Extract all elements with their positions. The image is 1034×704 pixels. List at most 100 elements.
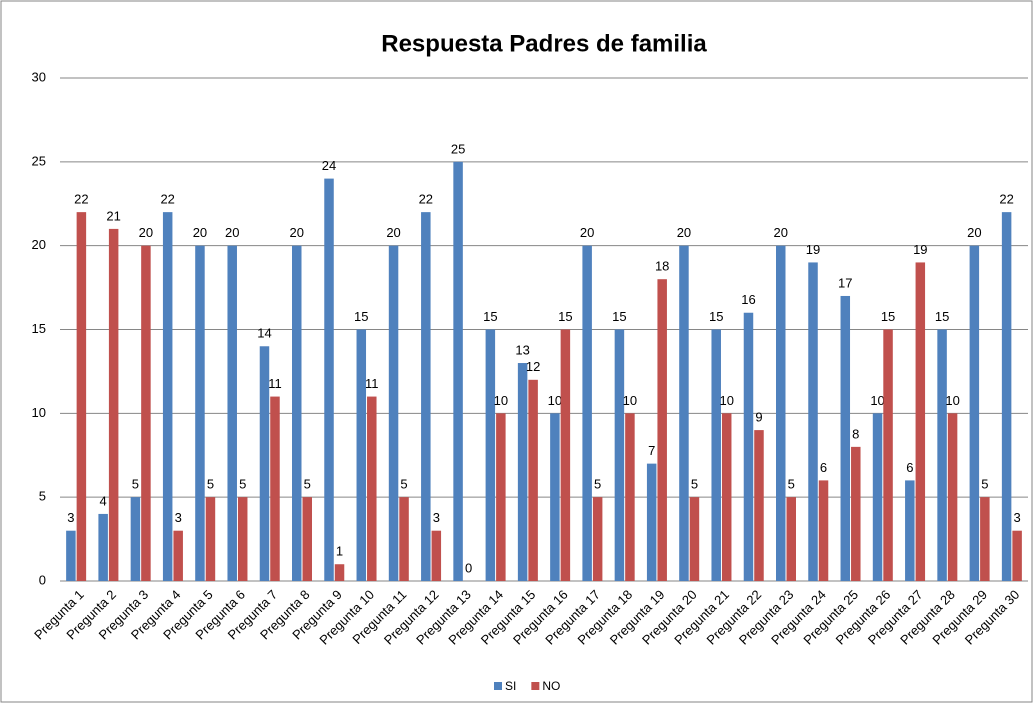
bar [141, 245, 151, 581]
bar [851, 446, 861, 581]
data-label: 5 [691, 477, 698, 492]
data-label: 22 [74, 192, 88, 207]
bar [205, 497, 216, 581]
data-label: 19 [806, 242, 820, 257]
bar [421, 212, 431, 581]
data-label: 15 [935, 309, 949, 324]
bar [431, 530, 442, 581]
bar [786, 497, 796, 581]
data-label: 20 [225, 225, 239, 240]
data-label: 5 [594, 477, 601, 492]
data-label: 20 [677, 225, 691, 240]
bar [528, 379, 538, 581]
data-label: 4 [100, 493, 107, 508]
data-label: 5 [400, 477, 407, 492]
bar [334, 564, 345, 581]
bar [302, 497, 312, 581]
bar [496, 413, 506, 581]
data-label: 15 [354, 309, 368, 324]
bar [227, 245, 237, 581]
data-label: 15 [558, 309, 572, 324]
data-label: 20 [967, 225, 981, 240]
bar [388, 245, 399, 581]
bar [905, 480, 915, 581]
data-label: 10 [494, 393, 508, 408]
y-tick-label: 10 [32, 405, 46, 420]
bar [560, 329, 571, 581]
y-tick-label: 20 [32, 237, 46, 252]
y-tick-label: 30 [32, 69, 46, 84]
data-label: 12 [526, 359, 540, 374]
data-label: 10 [623, 393, 637, 408]
y-tick-label: 0 [39, 572, 46, 587]
bar [840, 295, 851, 581]
bar [711, 329, 721, 581]
bar [270, 396, 280, 581]
data-label: 18 [655, 259, 669, 274]
bar [195, 245, 205, 581]
data-label: 3 [433, 510, 440, 525]
data-label: 5 [304, 477, 311, 492]
y-tick-label: 15 [32, 321, 46, 336]
bar [646, 463, 657, 581]
bar [969, 245, 980, 581]
data-label: 9 [755, 410, 762, 425]
data-label: 22 [419, 192, 433, 207]
data-label: 20 [386, 225, 400, 240]
bar [356, 329, 367, 581]
data-label: 3 [175, 510, 182, 525]
legend-swatch [494, 682, 502, 690]
data-label: 3 [67, 510, 74, 525]
bar [872, 413, 883, 581]
data-label: 13 [515, 342, 529, 357]
data-label: 5 [207, 477, 214, 492]
data-label: 0 [465, 560, 472, 575]
bar [98, 513, 108, 581]
data-label: 20 [290, 225, 304, 240]
bar [367, 396, 377, 581]
data-label: 5 [239, 477, 246, 492]
data-label: 20 [193, 225, 207, 240]
data-label: 5 [788, 477, 795, 492]
data-label: 20 [139, 225, 153, 240]
bar [1012, 530, 1022, 581]
bar [66, 530, 76, 581]
data-label: 7 [648, 443, 655, 458]
bar [689, 497, 700, 581]
data-label: 11 [365, 376, 379, 391]
bar [292, 245, 302, 581]
bar [721, 413, 732, 581]
data-label: 6 [820, 460, 827, 475]
bar [980, 497, 990, 581]
chart-title: Respuesta Padres de familia [381, 30, 707, 57]
data-label: 14 [257, 326, 271, 341]
bar [399, 497, 409, 581]
data-label: 10 [548, 393, 562, 408]
bar [592, 497, 603, 581]
bar [947, 413, 958, 581]
data-label: 15 [483, 309, 497, 324]
data-label: 19 [913, 242, 927, 257]
data-label: 22 [160, 192, 174, 207]
bar [743, 312, 754, 581]
data-label: 17 [838, 275, 852, 290]
data-label: 10 [870, 393, 884, 408]
bar [485, 329, 496, 581]
data-label: 3 [1013, 510, 1020, 525]
legend-label: SI [505, 679, 516, 693]
data-label: 15 [612, 309, 626, 324]
bar [130, 497, 141, 581]
bar [324, 178, 334, 581]
bar [1001, 212, 1012, 581]
bar [657, 279, 667, 581]
bar [808, 262, 818, 581]
data-label: 15 [709, 309, 723, 324]
bar [453, 161, 463, 582]
data-label: 5 [132, 477, 139, 492]
data-label: 10 [719, 393, 733, 408]
bar [776, 245, 786, 581]
data-label: 11 [268, 376, 282, 391]
y-tick-label: 25 [32, 153, 46, 168]
data-label: 5 [981, 477, 988, 492]
